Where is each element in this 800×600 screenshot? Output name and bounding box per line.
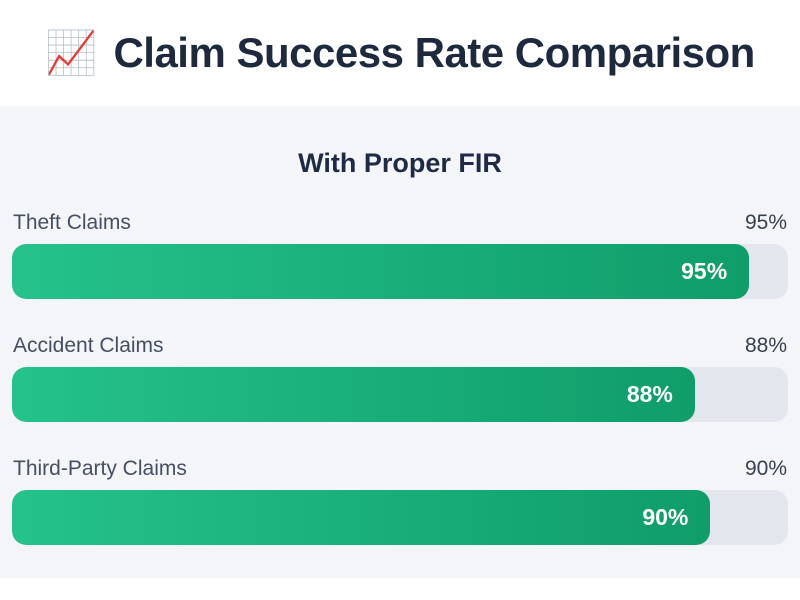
progress-bar-fill: 90% xyxy=(12,490,711,545)
bar-category-label: Accident Claims xyxy=(13,334,164,357)
progress-bar-inside-label: 88% xyxy=(626,381,673,407)
bar-label-line: Theft Claims 95% xyxy=(12,211,788,235)
progress-bar-fill: 88% xyxy=(12,367,695,422)
bar-row: Theft Claims 95% 95% xyxy=(12,211,788,299)
progress-bar-track: 90% xyxy=(12,490,788,545)
progress-bar-fill: 95% xyxy=(12,244,750,299)
bar-label-line: Third-Party Claims 90% xyxy=(12,457,788,481)
bar-row: Accident Claims 88% 88% xyxy=(12,334,788,422)
bar-value-label: 90% xyxy=(744,457,787,480)
comparison-card: With Proper FIR Theft Claims 95% 95% Accide… xyxy=(0,106,800,578)
progress-bar-inside-label: 90% xyxy=(642,504,689,530)
page-header: 📈 Claim Success Rate Comparison xyxy=(0,0,800,106)
section-title: With Proper FIR xyxy=(298,148,502,178)
bottom-strip xyxy=(0,578,800,600)
page-title: Claim Success Rate Comparison xyxy=(113,29,755,76)
bar-rows: Theft Claims 95% 95% Accident Claims 88% 88% T… xyxy=(12,211,788,545)
bar-row: Third-Party Claims 90% 90% xyxy=(12,457,788,545)
bar-category-label: Theft Claims xyxy=(13,211,131,234)
chart-increasing-icon: 📈 xyxy=(45,29,98,76)
progress-bar-track: 88% xyxy=(12,367,788,422)
progress-bar-inside-label: 95% xyxy=(681,258,728,284)
bar-value-label: 95% xyxy=(744,211,787,234)
bar-label-line: Accident Claims 88% xyxy=(12,334,788,358)
bar-category-label: Third-Party Claims xyxy=(13,457,187,480)
bar-value-label: 88% xyxy=(744,334,787,357)
progress-bar-track: 95% xyxy=(12,244,788,299)
